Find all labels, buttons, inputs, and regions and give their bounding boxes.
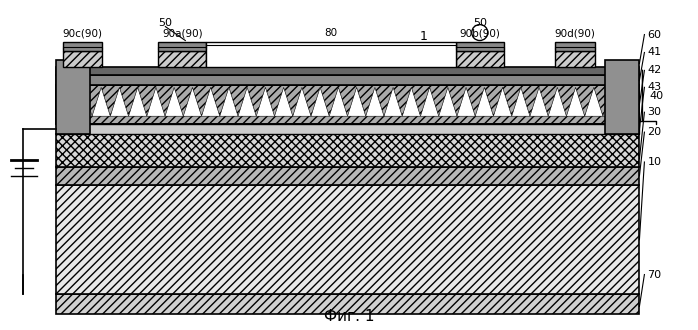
Polygon shape	[348, 87, 366, 116]
Text: 80: 80	[325, 27, 338, 38]
Text: 60: 60	[648, 30, 662, 40]
Bar	[207, 42, 456, 67]
Polygon shape	[548, 87, 567, 116]
Bar	[555, 51, 595, 67]
Text: 90c(90): 90c(90)	[63, 28, 103, 39]
Text: 90b(90): 90b(90)	[459, 28, 500, 39]
Text: 90a(90): 90a(90)	[162, 28, 202, 39]
Text: 10: 10	[648, 157, 662, 167]
Polygon shape	[329, 87, 348, 116]
Polygon shape	[585, 87, 603, 116]
Bar	[56, 124, 639, 134]
Bar	[56, 134, 639, 167]
Bar	[63, 51, 103, 67]
Polygon shape	[366, 87, 384, 116]
Polygon shape	[92, 87, 110, 116]
Polygon shape	[292, 87, 311, 116]
Polygon shape	[147, 87, 165, 116]
Polygon shape	[493, 87, 512, 116]
Polygon shape	[202, 87, 220, 116]
Text: 30: 30	[648, 107, 662, 117]
Polygon shape	[165, 87, 184, 116]
Bar	[56, 75, 639, 85]
Text: 42: 42	[648, 65, 662, 75]
Polygon shape	[128, 87, 147, 116]
Polygon shape	[56, 87, 74, 116]
Text: 41: 41	[648, 48, 662, 57]
Text: Фиг. 1: Фиг. 1	[324, 309, 374, 324]
Text: 40: 40	[649, 91, 664, 101]
Text: 50: 50	[473, 17, 487, 28]
Polygon shape	[384, 87, 402, 116]
Bar	[56, 85, 639, 124]
Bar	[56, 67, 639, 75]
Bar	[63, 42, 103, 51]
Bar	[56, 185, 639, 294]
Polygon shape	[238, 87, 256, 116]
Text: 43: 43	[648, 82, 662, 92]
Polygon shape	[274, 87, 292, 116]
Polygon shape	[621, 87, 639, 116]
Bar	[56, 85, 639, 124]
Polygon shape	[603, 87, 621, 116]
Bar	[456, 42, 504, 51]
Polygon shape	[420, 87, 439, 116]
Text: 50: 50	[158, 17, 172, 28]
Polygon shape	[311, 87, 329, 116]
Polygon shape	[567, 87, 585, 116]
Text: 20: 20	[648, 127, 662, 137]
Polygon shape	[184, 87, 202, 116]
Text: 90d(90): 90d(90)	[554, 28, 595, 39]
Polygon shape	[220, 87, 238, 116]
Polygon shape	[439, 87, 457, 116]
Bar	[605, 60, 639, 134]
Polygon shape	[457, 87, 475, 116]
Bar	[56, 294, 639, 314]
Polygon shape	[475, 87, 493, 116]
Polygon shape	[256, 87, 274, 116]
Polygon shape	[530, 87, 548, 116]
Bar	[56, 60, 89, 134]
Text: 1: 1	[420, 30, 428, 43]
Bar	[555, 42, 595, 51]
Text: 70: 70	[648, 270, 662, 280]
Polygon shape	[74, 87, 92, 116]
Bar	[456, 51, 504, 67]
Polygon shape	[512, 87, 530, 116]
Polygon shape	[110, 87, 128, 116]
Bar	[158, 51, 207, 67]
Bar	[56, 167, 639, 185]
Polygon shape	[402, 87, 420, 116]
Bar	[158, 42, 207, 51]
